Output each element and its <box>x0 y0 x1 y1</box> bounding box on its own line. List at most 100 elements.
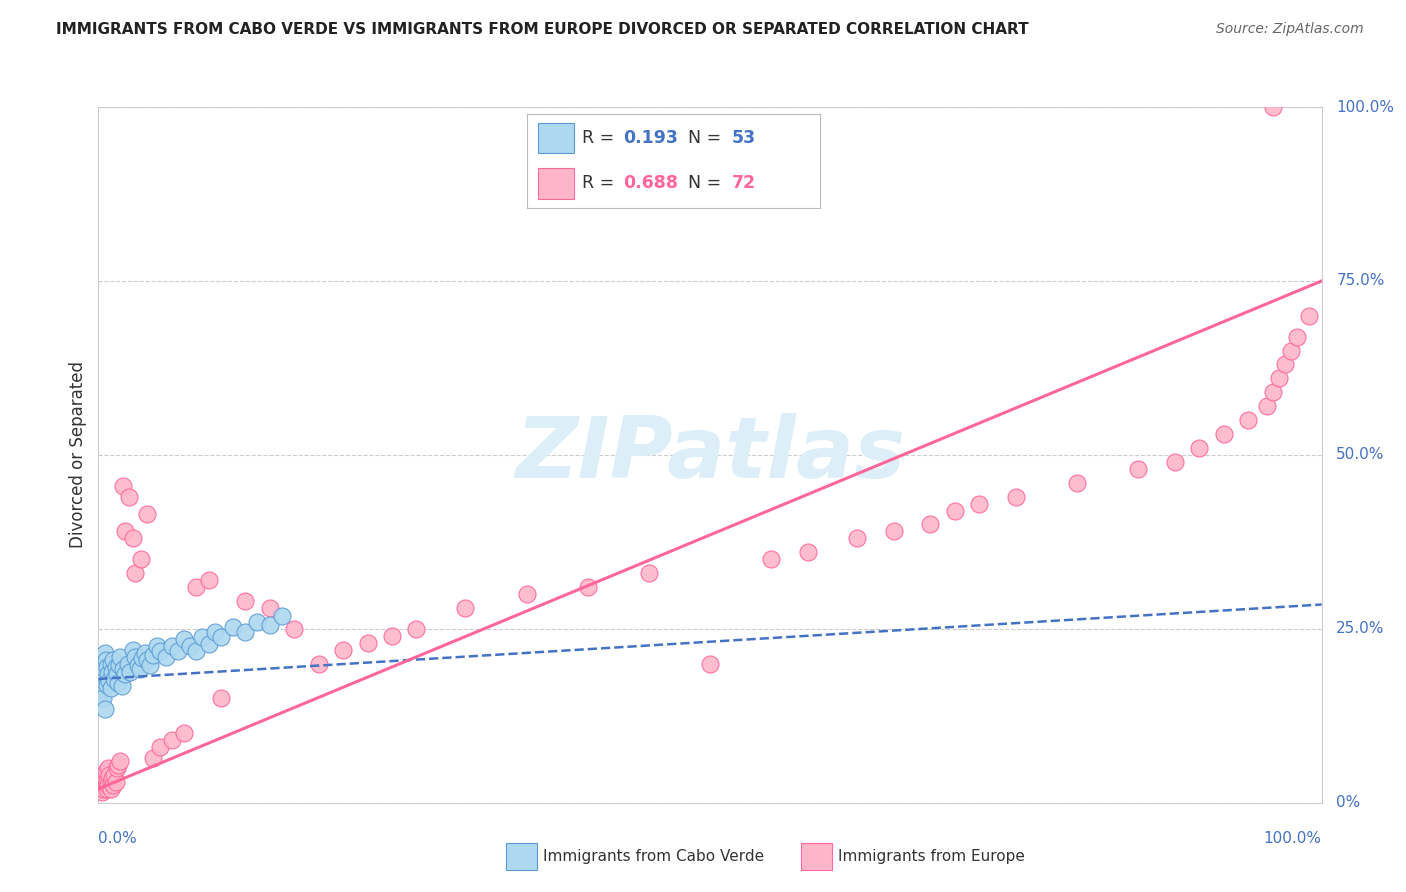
Point <box>93 775 115 789</box>
Point <box>204 625 226 640</box>
Point <box>1268 371 1291 385</box>
Point <box>1274 358 1296 372</box>
Point <box>1164 455 1187 469</box>
Point <box>94 764 117 779</box>
Text: 100.0%: 100.0% <box>1336 100 1395 114</box>
Point <box>259 618 281 632</box>
Point <box>179 639 201 653</box>
Point <box>454 601 477 615</box>
Point <box>94 653 117 667</box>
Text: 100.0%: 100.0% <box>1264 830 1322 846</box>
Point <box>91 691 114 706</box>
Point <box>209 630 232 644</box>
Point <box>1298 309 1320 323</box>
Point <box>967 497 990 511</box>
Point <box>124 566 146 581</box>
Point <box>1279 343 1302 358</box>
Point <box>160 639 183 653</box>
Point <box>97 778 120 792</box>
Point <box>103 768 125 782</box>
Point <box>920 517 942 532</box>
Text: Immigrants from Europe: Immigrants from Europe <box>838 849 1025 863</box>
Point <box>90 778 112 792</box>
Point <box>136 653 159 667</box>
Point <box>637 566 661 581</box>
Point <box>515 587 537 601</box>
Point <box>98 768 121 782</box>
Point <box>97 667 120 681</box>
Point <box>943 503 966 517</box>
Point <box>149 644 172 658</box>
Point <box>91 768 114 782</box>
Point <box>100 681 122 695</box>
Text: 0%: 0% <box>1336 796 1361 810</box>
Point <box>405 622 427 636</box>
Point <box>105 761 128 775</box>
Point <box>91 660 114 674</box>
Point <box>131 651 153 665</box>
Point <box>142 648 165 663</box>
Point <box>110 649 132 664</box>
Point <box>173 632 195 647</box>
Point <box>233 594 256 608</box>
Point <box>209 691 232 706</box>
Point <box>114 524 136 539</box>
Point <box>89 674 111 689</box>
Point <box>1004 490 1026 504</box>
Point <box>100 781 122 796</box>
Point <box>101 772 124 786</box>
Point <box>197 573 219 587</box>
Point <box>105 667 128 681</box>
Point <box>91 781 114 796</box>
Point <box>222 620 245 634</box>
Point <box>332 642 354 657</box>
Point <box>101 665 124 679</box>
Point <box>94 778 117 792</box>
Point <box>89 775 111 789</box>
Point <box>1212 427 1234 442</box>
Point <box>100 657 122 671</box>
Point <box>142 750 165 764</box>
Point <box>149 740 172 755</box>
Point <box>104 660 127 674</box>
Point <box>1286 329 1309 343</box>
Text: 0.0%: 0.0% <box>98 830 138 846</box>
Point <box>129 552 152 566</box>
Point <box>97 761 120 775</box>
Point <box>797 545 820 559</box>
Point <box>124 649 146 664</box>
Point <box>1237 413 1260 427</box>
Point <box>111 662 134 676</box>
Point <box>1261 100 1284 114</box>
Point <box>270 609 294 624</box>
Text: IMMIGRANTS FROM CABO VERDE VS IMMIGRANTS FROM EUROPE DIVORCED OR SEPARATED CORRE: IMMIGRANTS FROM CABO VERDE VS IMMIGRANTS… <box>56 22 1029 37</box>
Point <box>883 524 905 539</box>
Text: 25.0%: 25.0% <box>1336 622 1385 636</box>
Point <box>111 479 134 493</box>
Point <box>98 674 121 689</box>
Point <box>283 622 305 636</box>
Point <box>117 657 139 671</box>
Point <box>699 657 721 671</box>
Point <box>91 772 114 786</box>
Point <box>101 778 124 792</box>
Point <box>761 552 783 566</box>
Point <box>1066 475 1088 490</box>
Point <box>186 644 208 658</box>
Point <box>96 781 118 796</box>
Point <box>233 625 256 640</box>
Point <box>1256 399 1278 413</box>
Point <box>96 677 118 691</box>
Point <box>104 775 127 789</box>
Point <box>259 601 281 615</box>
Point <box>576 580 599 594</box>
Point <box>1261 385 1284 400</box>
Point <box>121 532 143 546</box>
Y-axis label: Divorced or Separated: Divorced or Separated <box>69 361 87 549</box>
Point <box>186 580 208 594</box>
Point <box>139 658 162 673</box>
Point <box>93 702 115 716</box>
Point <box>127 658 149 673</box>
Point <box>1188 441 1211 455</box>
Point <box>90 684 112 698</box>
